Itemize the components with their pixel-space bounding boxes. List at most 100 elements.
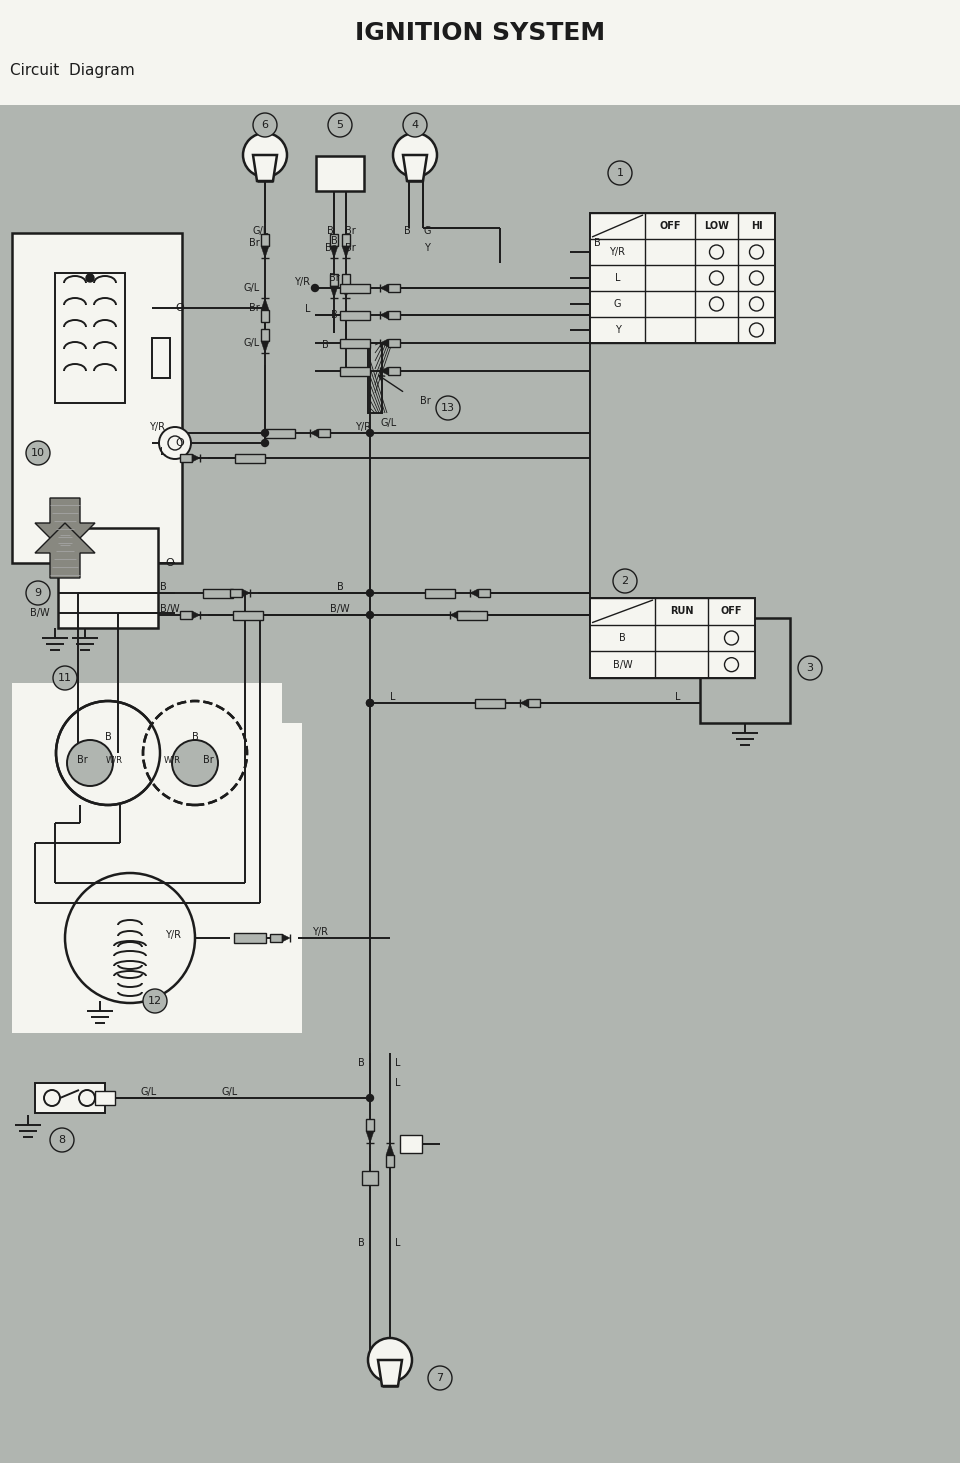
Bar (270, 933, 282, 942)
Polygon shape (261, 341, 269, 353)
Circle shape (50, 1128, 74, 1151)
Circle shape (261, 439, 269, 446)
Text: B: B (358, 1058, 365, 1068)
Bar (340, 367, 370, 376)
Text: Y/R: Y/R (149, 421, 165, 432)
Polygon shape (282, 933, 290, 942)
Bar (388, 339, 400, 347)
Bar (342, 274, 350, 285)
Polygon shape (380, 312, 388, 319)
Text: B: B (594, 238, 601, 249)
Text: B: B (358, 1238, 365, 1248)
Circle shape (367, 699, 373, 707)
Bar (318, 429, 330, 437)
Text: Circuit  Diagram: Circuit Diagram (10, 63, 134, 78)
Text: Br: Br (328, 274, 340, 282)
Circle shape (56, 701, 160, 805)
Bar (180, 612, 192, 619)
Bar (12, 683, 282, 843)
Bar (180, 454, 192, 462)
Text: Br: Br (345, 225, 355, 236)
Circle shape (393, 133, 437, 177)
Text: B: B (323, 339, 329, 350)
Circle shape (367, 612, 373, 619)
Bar (12, 843, 302, 1033)
Bar (261, 234, 269, 246)
Bar (458, 612, 470, 619)
Text: Y/R: Y/R (165, 930, 181, 941)
Text: B: B (330, 310, 337, 320)
Text: G: G (613, 298, 621, 309)
Text: 6: 6 (261, 120, 269, 130)
Circle shape (328, 113, 352, 138)
Bar (233, 610, 263, 619)
Text: B/W: B/W (160, 604, 180, 614)
Polygon shape (380, 339, 388, 347)
Circle shape (159, 427, 191, 459)
Text: 9: 9 (35, 588, 41, 598)
Circle shape (367, 699, 373, 707)
Bar (330, 274, 338, 285)
Circle shape (67, 740, 113, 786)
Circle shape (608, 161, 632, 184)
Bar (55, 274, 125, 402)
Text: Y/R: Y/R (312, 928, 328, 936)
Text: 3: 3 (806, 663, 813, 673)
Text: O: O (166, 557, 175, 568)
Circle shape (261, 430, 269, 436)
Bar (700, 617, 790, 723)
Bar (340, 310, 370, 319)
Text: G/L: G/L (380, 418, 396, 429)
Text: B: B (105, 732, 111, 742)
Bar (235, 454, 265, 462)
Circle shape (367, 590, 373, 597)
Circle shape (428, 1366, 452, 1390)
Bar (330, 234, 338, 246)
Polygon shape (520, 699, 528, 707)
Text: 5: 5 (337, 120, 344, 130)
Circle shape (750, 323, 763, 336)
Text: G/L: G/L (252, 225, 269, 236)
Text: RUN: RUN (670, 606, 693, 616)
Text: Br: Br (324, 243, 335, 253)
Text: Y/R: Y/R (355, 421, 371, 432)
Bar (230, 590, 242, 597)
Circle shape (709, 297, 724, 312)
Text: W/R: W/R (106, 755, 123, 765)
Polygon shape (261, 246, 269, 257)
Circle shape (86, 274, 94, 282)
Bar (388, 312, 400, 319)
Bar (316, 155, 364, 190)
Text: B: B (337, 582, 344, 593)
Polygon shape (192, 612, 200, 619)
Bar (400, 1135, 422, 1153)
Polygon shape (310, 429, 318, 437)
Bar (95, 1091, 115, 1105)
Bar (368, 342, 382, 413)
Polygon shape (253, 155, 277, 181)
Polygon shape (342, 285, 350, 298)
Bar (388, 284, 400, 293)
Polygon shape (192, 454, 200, 462)
Text: LOW: LOW (704, 221, 729, 231)
Text: L: L (675, 692, 680, 702)
Text: G/L: G/L (222, 1087, 238, 1097)
Bar (265, 429, 295, 437)
Text: 8: 8 (59, 1135, 65, 1146)
Text: 10: 10 (31, 448, 45, 458)
Circle shape (798, 655, 822, 680)
Circle shape (403, 113, 427, 138)
Polygon shape (35, 497, 95, 553)
Text: Br: Br (250, 238, 260, 249)
Text: Br: Br (420, 396, 431, 407)
Bar (528, 699, 540, 707)
Circle shape (243, 133, 287, 177)
Circle shape (367, 1094, 373, 1102)
Circle shape (750, 244, 763, 259)
Bar (12, 233, 182, 563)
Circle shape (172, 740, 218, 786)
Bar (362, 1170, 378, 1185)
Text: B: B (326, 225, 333, 236)
Text: 1: 1 (616, 168, 623, 178)
Text: B/W: B/W (612, 660, 633, 670)
